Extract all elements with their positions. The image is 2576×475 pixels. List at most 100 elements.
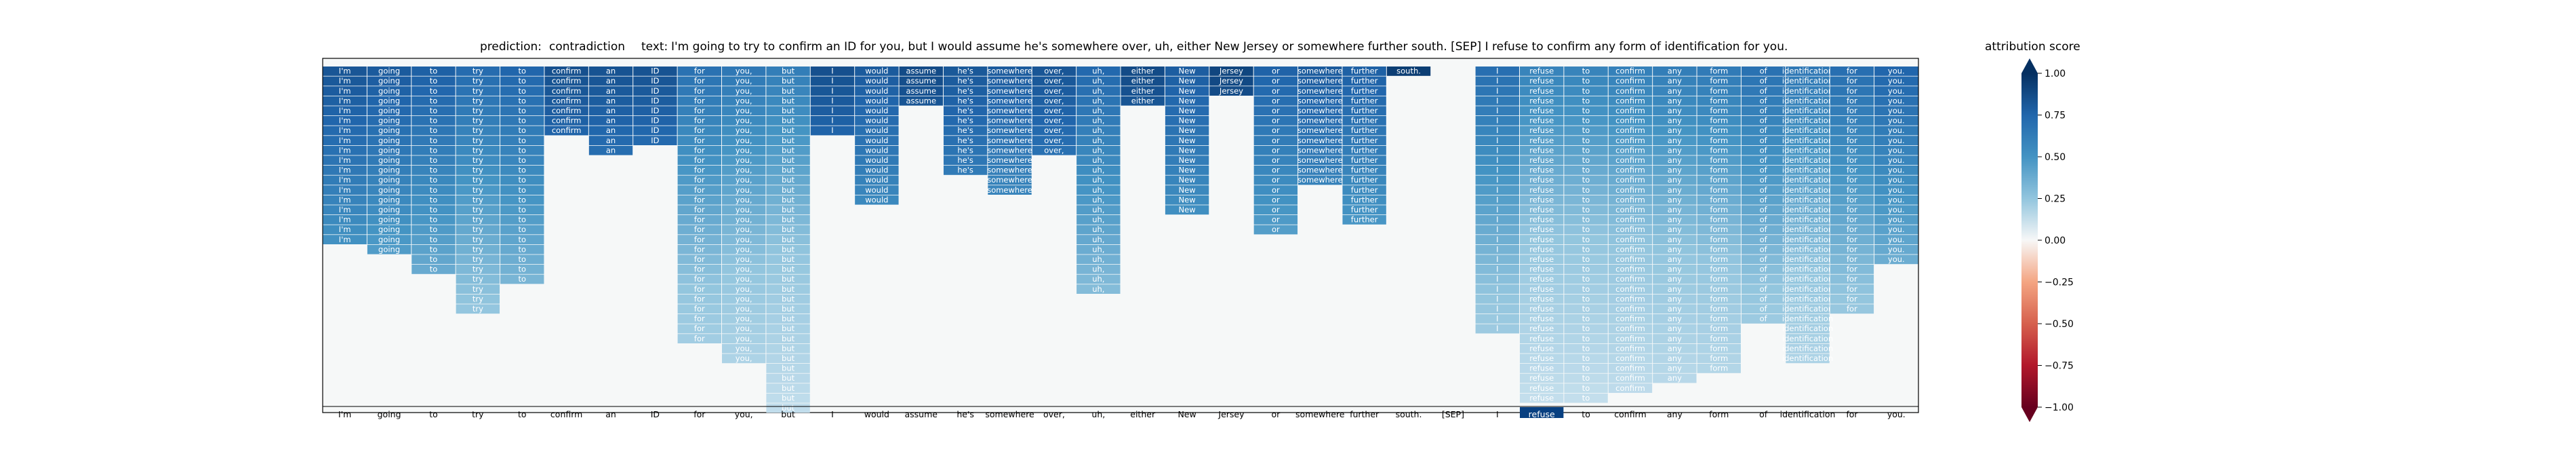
heat-cell — [1874, 116, 1918, 126]
heat-cell-label: for — [1847, 155, 1857, 165]
heat-cell-label: confirm — [1615, 274, 1645, 284]
heat-cell-label: of — [1760, 294, 1768, 303]
heat-cell — [1520, 383, 1564, 393]
heat-cell — [1520, 166, 1564, 175]
heat-cell-label: for — [1847, 136, 1857, 145]
heat-cell — [1520, 205, 1564, 215]
heat-cell — [1653, 334, 1697, 343]
heat-cell-label: would — [865, 96, 888, 105]
heat-cell-label: identification — [1782, 324, 1833, 333]
heat-cell — [1520, 393, 1564, 403]
heat-cell — [1076, 116, 1121, 126]
heat-cell-label: somewhere — [1297, 166, 1343, 175]
heat-cell — [1830, 66, 1874, 76]
heat-cell-label: for — [1847, 215, 1857, 225]
heat-cell — [500, 96, 544, 106]
heat-cell-label: I — [1496, 195, 1498, 204]
heat-cell-label: ID — [651, 76, 659, 86]
heat-cell — [1165, 76, 1209, 86]
heat-cell-label: any — [1668, 294, 1682, 303]
heat-cell — [943, 66, 988, 76]
heat-cell-label: I — [1496, 294, 1498, 303]
heat-cell — [1165, 145, 1209, 155]
heat-cell-label: to — [1582, 354, 1590, 363]
heat-cell-label: you, — [736, 106, 752, 115]
token-tick-label: any — [1667, 409, 1683, 419]
heat-cell — [722, 116, 766, 126]
heat-cell — [1165, 155, 1209, 166]
heat-cell — [323, 86, 367, 96]
heat-cell — [766, 185, 810, 195]
heat-cell-label: confirm — [1615, 235, 1645, 244]
heat-cell-label: or — [1272, 145, 1280, 155]
heat-cell-label: but — [782, 116, 795, 126]
token-tick-label: but — [781, 409, 795, 419]
heat-cell-label: confirm — [1615, 155, 1645, 165]
heat-cell — [1830, 244, 1874, 254]
heat-cell — [810, 126, 855, 136]
heat-cell-label: refuse — [1529, 86, 1554, 96]
heat-cell-label: refuse — [1529, 116, 1554, 126]
heat-cell — [1830, 166, 1874, 175]
heat-cell — [1564, 185, 1608, 195]
heat-cell — [1564, 106, 1608, 116]
heat-cell — [1032, 86, 1076, 96]
heat-cell-label: would — [865, 155, 888, 165]
heat-cell — [1786, 324, 1830, 334]
heat-cell-label: of — [1760, 185, 1768, 195]
heat-cell-label: an — [606, 66, 616, 76]
token-tick-label: confirm — [550, 409, 582, 419]
heat-cell-label: would — [865, 195, 888, 204]
heat-cell — [1697, 244, 1741, 254]
heat-cell-label: New — [1179, 126, 1196, 135]
token-tick-label: I — [831, 409, 834, 419]
heat-cell-label: any — [1668, 274, 1682, 284]
colorbar-gradient — [2021, 73, 2038, 407]
heat-cell-label: refuse — [1529, 383, 1554, 393]
heat-cell — [1741, 116, 1786, 126]
heat-cell — [677, 314, 721, 324]
heat-cell — [1608, 205, 1653, 215]
heat-cell-label: for — [1847, 126, 1857, 135]
heat-cell-label: you, — [736, 126, 752, 135]
heat-cell-label: but — [782, 96, 795, 105]
heat-cell-label: refuse — [1529, 195, 1554, 204]
heat-cell — [1564, 393, 1608, 403]
heat-cell — [1253, 175, 1298, 185]
heat-cell-label: confirm — [1615, 145, 1645, 155]
token-tick-label: south. — [1396, 409, 1422, 419]
token-tick-label: somewhere — [985, 409, 1034, 419]
heat-cell-label: either — [1131, 86, 1154, 96]
heat-cell-label: I — [1496, 225, 1498, 234]
heat-cell — [1786, 274, 1830, 284]
heat-cell-label: try — [472, 225, 483, 234]
heat-cell — [1697, 66, 1741, 76]
heat-cell-label: try — [472, 205, 483, 214]
heat-cell-label: refuse — [1529, 145, 1554, 155]
heat-cell — [722, 96, 766, 106]
heat-cell — [1209, 76, 1253, 86]
heat-cell-label: try — [472, 254, 483, 264]
heat-cell — [766, 383, 810, 393]
heat-cell — [456, 244, 500, 254]
heat-cell-label: I'm — [339, 86, 351, 96]
heat-cell-label: to — [1582, 324, 1590, 333]
heat-cell-label: further — [1351, 76, 1378, 86]
heat-cell — [1298, 166, 1342, 175]
heat-cell-label: to — [518, 274, 526, 284]
heat-cell — [1741, 284, 1786, 294]
heat-cell-label: uh, — [1092, 86, 1104, 96]
heat-cell-label: or — [1272, 96, 1280, 105]
heat-cell — [1253, 126, 1298, 136]
heat-cell-label: I — [831, 66, 833, 76]
heat-cell — [456, 265, 500, 274]
heat-cell-label: identification — [1782, 155, 1833, 165]
heat-cell — [1475, 86, 1519, 96]
heat-cell — [1475, 205, 1519, 215]
heat-cell — [722, 106, 766, 116]
heat-cell — [411, 235, 456, 244]
heat-cell-label: I'm — [339, 96, 351, 105]
heat-cell — [1830, 254, 1874, 265]
heat-cell — [1608, 185, 1653, 195]
heat-cell-label: to — [518, 244, 526, 254]
